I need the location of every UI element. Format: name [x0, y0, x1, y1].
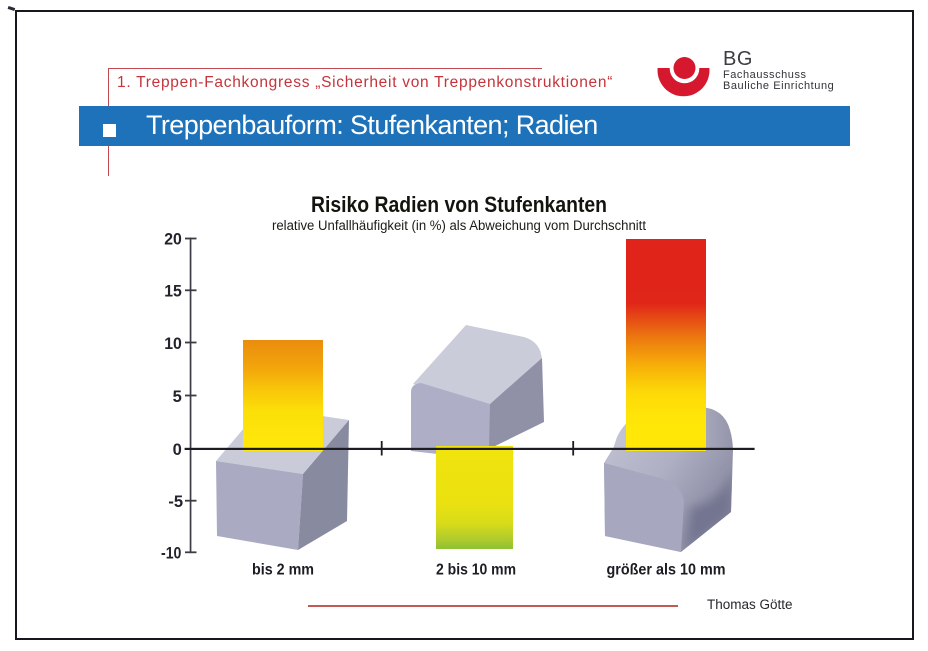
- svg-text:2 bis 10 mm: 2 bis 10 mm: [436, 562, 516, 579]
- svg-text:Risiko Radien von Stufenkanten: Risiko Radien von Stufenkanten: [311, 192, 607, 217]
- svg-text:größer als 10 mm: größer als 10 mm: [607, 562, 726, 579]
- svg-text:bis 2 mm: bis 2 mm: [252, 562, 314, 579]
- svg-text:5: 5: [173, 388, 182, 406]
- svg-text:relative Unfallhäufigkeit (in: relative Unfallhäufigkeit (in %) als Abw…: [272, 218, 646, 233]
- svg-text:20: 20: [164, 231, 182, 249]
- svg-text:15: 15: [164, 283, 182, 301]
- svg-text:-5: -5: [168, 493, 183, 511]
- svg-text:0: 0: [173, 441, 182, 459]
- svg-text:10: 10: [164, 335, 182, 353]
- svg-text:-10: -10: [161, 545, 181, 563]
